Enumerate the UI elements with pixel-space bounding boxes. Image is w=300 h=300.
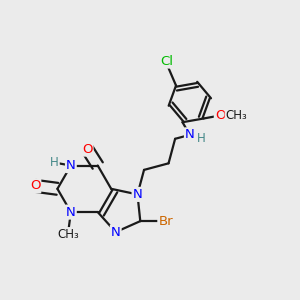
Text: N: N	[66, 159, 76, 172]
Text: CH₃: CH₃	[57, 228, 79, 241]
Text: N: N	[185, 128, 195, 141]
Text: H: H	[197, 132, 206, 145]
Text: O: O	[30, 179, 40, 192]
Text: N: N	[66, 206, 76, 219]
Text: O: O	[82, 142, 92, 156]
Text: Br: Br	[158, 214, 173, 228]
Text: N: N	[133, 188, 142, 201]
Text: O: O	[215, 109, 225, 122]
Text: Cl: Cl	[160, 55, 174, 68]
Text: H: H	[50, 156, 59, 169]
Text: N: N	[111, 226, 121, 238]
Text: CH₃: CH₃	[226, 109, 247, 122]
